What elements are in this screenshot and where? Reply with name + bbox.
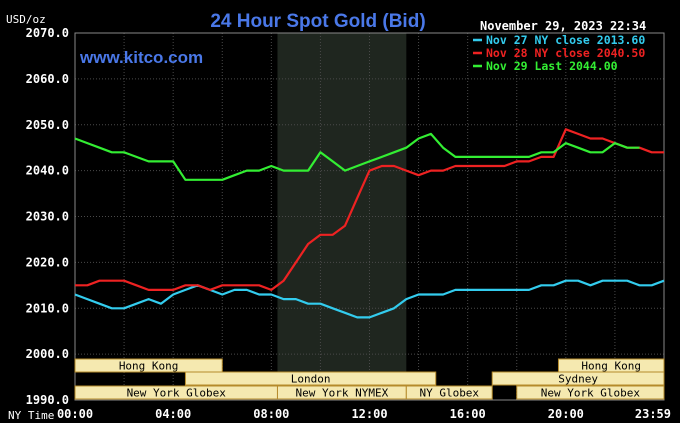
- x-tick-label: 23:59: [635, 407, 671, 421]
- y-tick-label: 2040.0: [26, 164, 69, 178]
- session-bar-rect: [491, 371, 665, 386]
- y-axis-ticks: 1990.0 2000.0 2010.0 2020.0 2030.0 2040.0 2050…: [26, 26, 69, 407]
- series-layer: [74, 128, 665, 319]
- chart-title: 24 Hour Spot Gold (Bid): [210, 11, 425, 32]
- session-bar-rect: [74, 358, 223, 373]
- session-label: Hong Kong: [119, 360, 179, 373]
- session-bar: Hong Kong: [557, 358, 665, 373]
- series-line-nov-29: [74, 132, 640, 181]
- series-line-nov-28: [75, 128, 664, 291]
- session-label: London: [291, 373, 331, 386]
- session-bar: NY Globex: [405, 385, 493, 400]
- y-tick-label: 2050.0: [26, 118, 69, 132]
- x-tick-label: 12:00: [351, 407, 387, 421]
- session-label: Sydney: [558, 373, 598, 386]
- x-axis-label: NY Time: [8, 409, 54, 422]
- session-label: New York NYMEX: [296, 387, 389, 400]
- timestamp: November 29, 2023 22:34: [480, 19, 646, 33]
- y-tick-label: 2020.0: [26, 255, 69, 269]
- x-axis-ticks: 00:00 04:00 08:00 12:00 16:00 20:00 23:59: [57, 407, 671, 421]
- legend-entry: Nov 28 NY close 2040.50: [486, 46, 645, 60]
- session-label: NY Globex: [419, 387, 479, 400]
- legend-entry: Nov 29 Last 2044.00: [486, 59, 618, 73]
- session-bar-rect: [405, 385, 493, 400]
- session-bar-rect: [516, 385, 665, 400]
- units-label: USD/oz: [6, 13, 46, 26]
- session-bar-rect: [184, 371, 437, 386]
- legend-entry: Nov 27 NY close 2013.60: [486, 33, 645, 47]
- y-tick-label: 2010.0: [26, 301, 69, 315]
- x-tick-label: 04:00: [155, 407, 191, 421]
- y-tick-label: 1990.0: [26, 393, 69, 407]
- watermark: www.kitco.com: [79, 48, 203, 67]
- x-tick-label: 16:00: [450, 407, 486, 421]
- session-label: Hong Kong: [581, 360, 641, 373]
- x-tick-label: 00:00: [57, 407, 93, 421]
- x-tick-label: 08:00: [253, 407, 289, 421]
- session-bar: Sydney: [491, 371, 665, 386]
- y-tick-label: 2070.0: [26, 26, 69, 40]
- session-bar: New York NYMEX: [276, 385, 407, 400]
- session-bar: New York Globex: [516, 385, 665, 400]
- y-tick-label: 2030.0: [26, 210, 69, 224]
- session-label: New York Globex: [541, 387, 641, 400]
- session-bar: Hong Kong: [74, 358, 223, 373]
- nymex-session-band: [277, 33, 407, 400]
- session-bar: London: [184, 371, 437, 386]
- y-tick-label: 2060.0: [26, 72, 69, 86]
- session-label: New York Globex: [127, 387, 227, 400]
- grid-lines: [74, 32, 665, 401]
- y-tick-label: 2000.0: [26, 347, 69, 361]
- session-bar: New York Globex: [74, 385, 278, 400]
- series-line-nov-27: [74, 279, 665, 319]
- plot-border: [74, 32, 665, 401]
- x-tick-label: 20:00: [548, 407, 584, 421]
